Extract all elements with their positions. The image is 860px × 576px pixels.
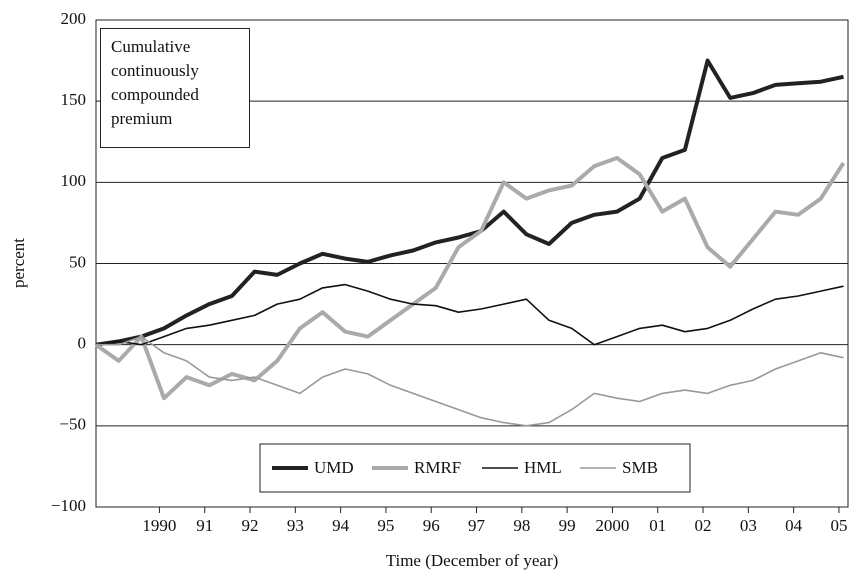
series-line (95, 283, 844, 346)
legend-label: HML (524, 458, 562, 477)
x-tick-label: 98 (513, 516, 530, 535)
x-axis-label: Time (December of year) (386, 551, 559, 570)
x-tick-label: 1990 (142, 516, 176, 535)
x-tick-label: 91 (196, 516, 213, 535)
legend-label: UMD (314, 458, 354, 477)
x-tick-label: 2000 (595, 516, 629, 535)
y-tick-label: 150 (61, 90, 87, 109)
x-tick-label: 93 (287, 516, 304, 535)
x-tick-label: 99 (559, 516, 576, 535)
x-tick-label: 92 (242, 516, 259, 535)
series-line (94, 156, 846, 401)
x-tick-label: 05 (830, 516, 847, 535)
chart-title: Cumulative continuously compounded premi… (100, 28, 250, 148)
y-tick-label: −100 (51, 496, 86, 515)
series-line (95, 58, 844, 347)
x-tick-label: 94 (332, 516, 350, 535)
series-line (96, 335, 844, 427)
legend-label: SMB (622, 458, 658, 477)
x-tick-label: 04 (785, 516, 803, 535)
x-tick-label: 96 (423, 516, 440, 535)
y-tick-label: 0 (78, 334, 87, 353)
y-tick-label: 100 (61, 171, 87, 190)
y-tick-label: −50 (59, 415, 86, 434)
x-tick-label: 03 (740, 516, 757, 535)
x-tick-label: 02 (695, 516, 712, 535)
x-tick-label: 95 (377, 516, 394, 535)
y-tick-label: 50 (69, 252, 86, 271)
y-axis-label: percent (9, 238, 28, 288)
x-tick-label: 97 (468, 516, 486, 535)
y-tick-label: 200 (61, 9, 87, 28)
legend-label: RMRF (414, 458, 461, 477)
x-tick-label: 01 (649, 516, 666, 535)
legend-box (259, 443, 691, 493)
